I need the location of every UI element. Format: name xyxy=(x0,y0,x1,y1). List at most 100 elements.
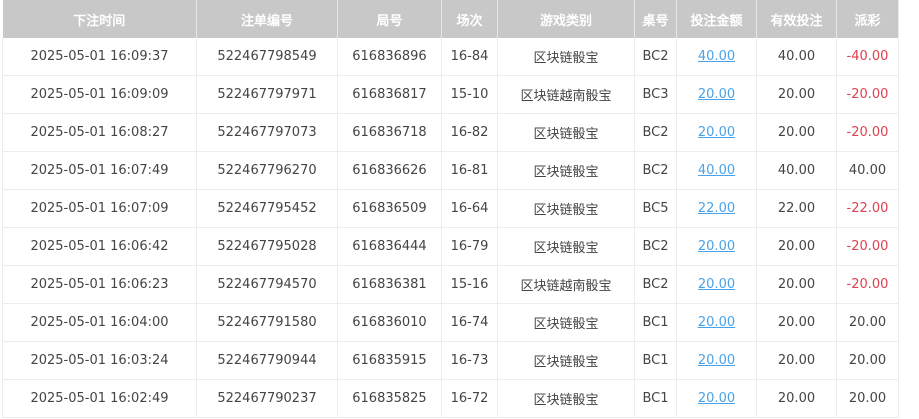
bet-amount-link[interactable]: 40.00 xyxy=(697,49,736,64)
cell-round-id: 616836718 xyxy=(337,113,442,152)
cell-bet-id: 522467795452 xyxy=(196,189,338,228)
header-valid-bet: 有效投注 xyxy=(756,0,837,38)
cell-payout: -20.00 xyxy=(836,113,899,152)
cell-payout: -20.00 xyxy=(836,75,899,114)
cell-bet-time: 2025-05-01 16:07:49 xyxy=(2,151,197,190)
table-header: 下注时间 注单编号 局号 场次 游戏类别 桌号 投注金额 有效投注 派彩 xyxy=(2,0,899,38)
cell-round-id: 616835915 xyxy=(337,341,442,380)
cell-session: 16-64 xyxy=(441,189,498,228)
cell-bet-amount: 20.00 xyxy=(676,303,757,342)
cell-bet-time: 2025-05-01 16:09:09 xyxy=(2,75,197,114)
cell-round-id: 616836509 xyxy=(337,189,442,228)
cell-table-no: BC3 xyxy=(634,75,677,114)
cell-table-no: BC1 xyxy=(634,379,677,418)
cell-table-no: BC1 xyxy=(634,303,677,342)
bet-amount-link[interactable]: 20.00 xyxy=(697,315,736,330)
cell-game-type: 区块链越南骰宝 xyxy=(497,265,635,304)
cell-bet-id: 522467797073 xyxy=(196,113,338,152)
cell-game-type: 区块链骰宝 xyxy=(497,189,635,228)
cell-valid-bet: 20.00 xyxy=(756,113,837,152)
header-bet-amount: 投注金额 xyxy=(676,0,757,38)
cell-valid-bet: 20.00 xyxy=(756,265,837,304)
cell-bet-time: 2025-05-01 16:07:09 xyxy=(2,189,197,228)
cell-bet-amount: 20.00 xyxy=(676,75,757,114)
cell-bet-id: 522467797971 xyxy=(196,75,338,114)
table-row: 2025-05-01 16:03:24 522467790944 616835915… xyxy=(2,341,899,380)
cell-bet-id: 522467795028 xyxy=(196,227,338,266)
cell-bet-time: 2025-05-01 16:02:49 xyxy=(2,379,197,418)
cell-bet-amount: 20.00 xyxy=(676,227,757,266)
cell-round-id: 616836896 xyxy=(337,38,442,76)
cell-bet-amount: 40.00 xyxy=(676,151,757,190)
header-session: 场次 xyxy=(441,0,498,38)
cell-game-type: 区块链骰宝 xyxy=(497,151,635,190)
cell-game-type: 区块链越南骰宝 xyxy=(497,75,635,114)
cell-round-id: 616836817 xyxy=(337,75,442,114)
header-game-type: 游戏类别 xyxy=(497,0,635,38)
cell-round-id: 616836010 xyxy=(337,303,442,342)
bet-amount-link[interactable]: 20.00 xyxy=(697,353,736,368)
cell-payout: 20.00 xyxy=(836,341,899,380)
cell-table-no: BC2 xyxy=(634,113,677,152)
cell-valid-bet: 20.00 xyxy=(756,227,837,266)
bet-amount-link[interactable]: 20.00 xyxy=(697,87,736,102)
cell-valid-bet: 40.00 xyxy=(756,151,837,190)
cell-bet-amount: 40.00 xyxy=(676,38,757,76)
cell-bet-id: 522467798549 xyxy=(196,38,338,76)
cell-bet-id: 522467796270 xyxy=(196,151,338,190)
cell-valid-bet: 20.00 xyxy=(756,75,837,114)
cell-bet-amount: 20.00 xyxy=(676,341,757,380)
cell-bet-time: 2025-05-01 16:04:00 xyxy=(2,303,197,342)
cell-game-type: 区块链骰宝 xyxy=(497,38,635,76)
table-row: 2025-05-01 16:09:37 522467798549 616836896… xyxy=(2,38,899,76)
cell-bet-time: 2025-05-01 16:03:24 xyxy=(2,341,197,380)
cell-game-type: 区块链骰宝 xyxy=(497,379,635,418)
cell-bet-id: 522467794570 xyxy=(196,265,338,304)
cell-valid-bet: 40.00 xyxy=(756,38,837,76)
table-row: 2025-05-01 16:07:09 522467795452 616836509… xyxy=(2,189,899,228)
bet-amount-link[interactable]: 20.00 xyxy=(697,277,736,292)
cell-session: 16-84 xyxy=(441,38,498,76)
bet-amount-link[interactable]: 20.00 xyxy=(697,239,736,254)
cell-round-id: 616836626 xyxy=(337,151,442,190)
cell-payout: 40.00 xyxy=(836,151,899,190)
cell-bet-amount: 20.00 xyxy=(676,113,757,152)
header-bet-time: 下注时间 xyxy=(2,0,197,38)
cell-bet-time: 2025-05-01 16:09:37 xyxy=(2,38,197,76)
table-row: 2025-05-01 16:06:42 522467795028 616836444… xyxy=(2,227,899,266)
table-row: 2025-05-01 16:08:27 522467797073 616836718… xyxy=(2,113,899,152)
bet-records-table: 下注时间 注单编号 局号 场次 游戏类别 桌号 投注金额 有效投注 派彩 2025-05-01 … xyxy=(2,0,899,418)
table-row: 2025-05-01 16:09:09 522467797971 616836817… xyxy=(2,75,899,114)
cell-session: 16-74 xyxy=(441,303,498,342)
bet-amount-link[interactable]: 20.00 xyxy=(697,125,736,140)
cell-game-type: 区块链骰宝 xyxy=(497,341,635,380)
cell-round-id: 616836381 xyxy=(337,265,442,304)
cell-session: 16-73 xyxy=(441,341,498,380)
cell-table-no: BC2 xyxy=(634,151,677,190)
cell-bet-id: 522467790237 xyxy=(196,379,338,418)
cell-valid-bet: 22.00 xyxy=(756,189,837,228)
cell-bet-amount: 20.00 xyxy=(676,265,757,304)
cell-payout: 20.00 xyxy=(836,379,899,418)
cell-bet-amount: 20.00 xyxy=(676,379,757,418)
cell-session: 16-81 xyxy=(441,151,498,190)
cell-valid-bet: 20.00 xyxy=(756,379,837,418)
cell-payout: -20.00 xyxy=(836,227,899,266)
cell-table-no: BC1 xyxy=(634,341,677,380)
cell-bet-amount: 22.00 xyxy=(676,189,757,228)
bet-amount-link[interactable]: 20.00 xyxy=(697,391,736,406)
header-bet-id: 注单编号 xyxy=(196,0,338,38)
cell-session: 16-72 xyxy=(441,379,498,418)
bet-amount-link[interactable]: 22.00 xyxy=(697,201,736,216)
cell-game-type: 区块链骰宝 xyxy=(497,227,635,266)
cell-round-id: 616835825 xyxy=(337,379,442,418)
cell-bet-time: 2025-05-01 16:06:42 xyxy=(2,227,197,266)
cell-payout: -20.00 xyxy=(836,265,899,304)
cell-bet-time: 2025-05-01 16:08:27 xyxy=(2,113,197,152)
cell-session: 15-16 xyxy=(441,265,498,304)
cell-bet-time: 2025-05-01 16:06:23 xyxy=(2,265,197,304)
bet-amount-link[interactable]: 40.00 xyxy=(697,163,736,178)
cell-payout: 20.00 xyxy=(836,303,899,342)
table-row: 2025-05-01 16:02:49 522467790237 616835825… xyxy=(2,379,899,418)
header-payout: 派彩 xyxy=(836,0,899,38)
